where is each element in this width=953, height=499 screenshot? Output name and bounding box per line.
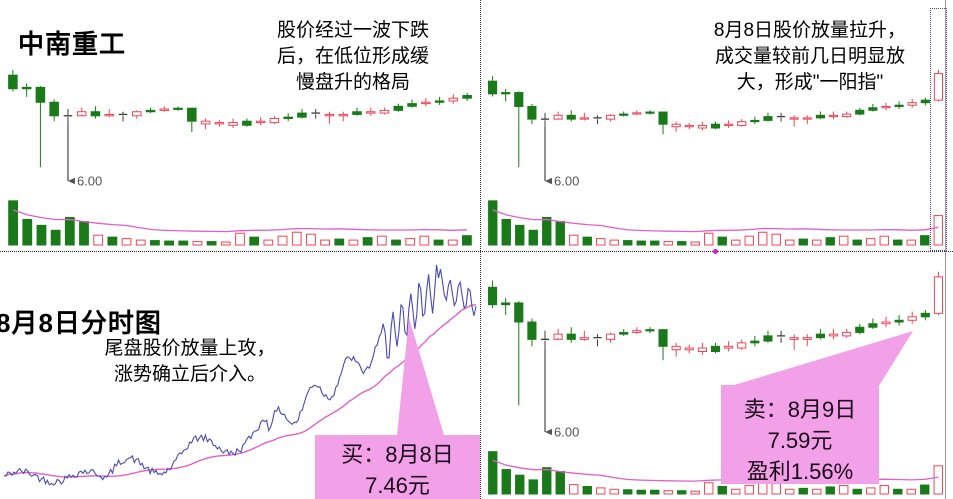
svg-text:6.00: 6.00 (554, 174, 579, 189)
svg-text:6.00: 6.00 (77, 174, 102, 189)
